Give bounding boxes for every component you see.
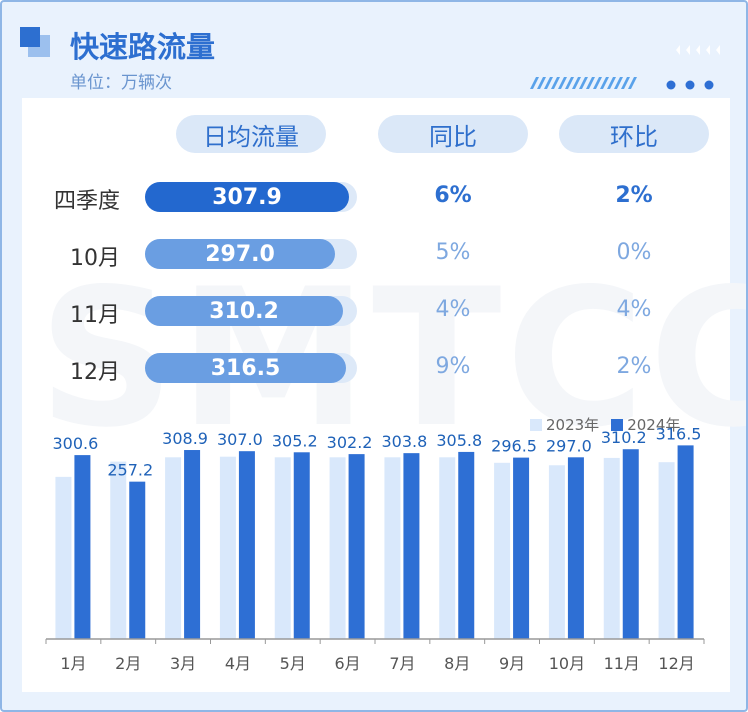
summary-row-label: 11月 — [70, 303, 120, 328]
x-tick-label: 6月 — [334, 654, 360, 673]
legend-swatch-2024 — [611, 418, 624, 431]
bar-2024 — [293, 452, 310, 639]
summary-bar-value: 297.0 — [145, 239, 335, 269]
x-tick-label: 2月 — [115, 654, 141, 673]
bar-2024 — [74, 455, 91, 639]
chevrons-icon — [676, 45, 720, 55]
x-tick-label: 4月 — [225, 654, 251, 673]
data-label-2024: 296.5 — [491, 437, 537, 456]
bar-2023 — [219, 456, 236, 639]
bar-2023 — [384, 457, 401, 639]
bar-2023 — [439, 457, 456, 639]
summary-yoy-value: 9% — [435, 354, 471, 379]
summary-mom-value: 2% — [616, 354, 652, 379]
data-label-2024: 308.9 — [162, 429, 208, 448]
data-label-2024: 305.8 — [436, 431, 482, 450]
x-tick-label: 12月 — [658, 654, 694, 673]
data-label-2024: 310.2 — [601, 428, 647, 447]
bar-2024 — [513, 457, 530, 639]
summary-yoy-value: 5% — [435, 240, 471, 265]
data-label-2024: 303.8 — [382, 432, 428, 451]
logo-squares-icon — [20, 27, 50, 57]
bar-2024 — [184, 450, 201, 639]
bar-2023 — [165, 457, 182, 639]
legend-label-2023: 2023年 — [546, 416, 600, 434]
dots-icon — [666, 80, 714, 90]
summary-bar-value: 316.5 — [145, 353, 346, 383]
bar-2024 — [677, 445, 694, 639]
bar-2024 — [567, 457, 584, 639]
bar-2024 — [403, 453, 420, 639]
data-label-2024: 257.2 — [107, 461, 153, 480]
legend-label-2024: 2024年 — [627, 416, 681, 434]
unit-label: 单位：万辆次 — [70, 73, 172, 93]
bar-2023 — [658, 462, 675, 639]
x-tick-label: 7月 — [389, 654, 415, 673]
bar-2024 — [129, 481, 146, 639]
bar-2023 — [110, 461, 127, 639]
summary-bar-value: 310.2 — [145, 296, 343, 326]
column-header-yoy: 同比 — [378, 115, 528, 153]
data-label-2024: 316.5 — [656, 424, 702, 443]
summary-row-label: 10月 — [70, 246, 120, 271]
bar-2023 — [603, 457, 620, 639]
data-label-2024: 302.2 — [327, 433, 373, 452]
chart-legend: 2023年 2024年 — [530, 414, 680, 435]
summary-mom-value: 2% — [615, 183, 653, 208]
data-label-2024: 307.0 — [217, 430, 263, 449]
summary-mom-value: 0% — [616, 240, 652, 265]
bar-2023 — [274, 457, 291, 639]
x-tick-label: 11月 — [604, 654, 640, 673]
summary-yoy-value: 6% — [434, 183, 472, 208]
x-tick-label: 9月 — [499, 654, 525, 673]
x-tick-label: 5月 — [280, 654, 306, 673]
bar-2024 — [238, 451, 255, 639]
bar-2024 — [622, 449, 639, 639]
summary-bar-value: 307.9 — [145, 182, 349, 212]
bar-2024 — [458, 451, 475, 639]
x-tick-label: 1月 — [60, 654, 86, 673]
corner-decoration — [530, 45, 720, 90]
x-tick-label: 3月 — [170, 654, 196, 673]
data-label-2024: 305.2 — [272, 431, 318, 450]
x-tick-label: 10月 — [549, 654, 585, 673]
column-header-mom: 环比 — [559, 115, 709, 153]
x-tick-label: 8月 — [444, 654, 470, 673]
stripes-icon — [530, 77, 637, 89]
summary-mom-value: 4% — [616, 297, 652, 322]
bar-2024 — [348, 454, 365, 639]
page-title: 快速路流量 — [70, 30, 216, 64]
summary-row-label: 12月 — [70, 360, 120, 385]
data-label-2024: 297.0 — [546, 436, 592, 455]
legend-swatch-2023 — [530, 418, 542, 431]
summary-row-label: 四季度 — [53, 189, 120, 214]
bar-2023 — [548, 465, 565, 639]
column-header-daily-avg: 日均流量 — [176, 115, 326, 153]
summary-yoy-value: 4% — [435, 297, 471, 322]
bar-2023 — [329, 457, 346, 639]
data-label-2024: 300.6 — [53, 434, 99, 453]
bar-2023 — [55, 476, 72, 639]
bar-2023 — [494, 462, 511, 639]
